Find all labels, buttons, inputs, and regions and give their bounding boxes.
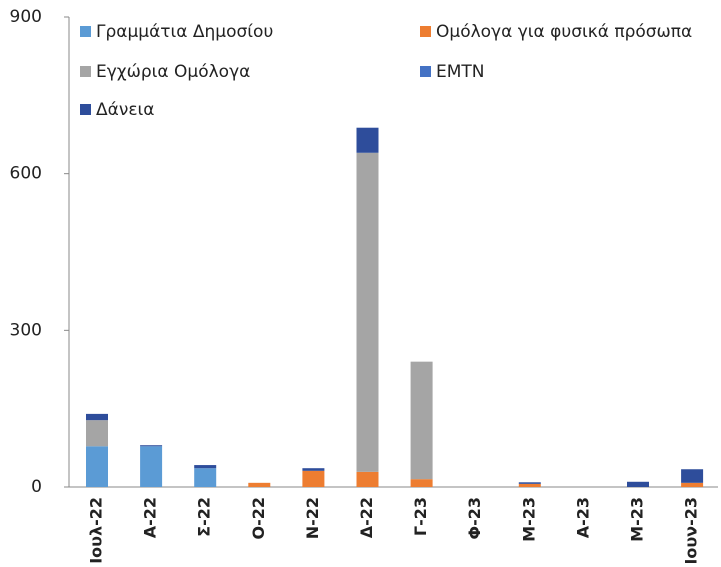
bar-segment bbox=[681, 482, 704, 487]
bar-segment bbox=[410, 361, 433, 480]
y-tick-label: 0 bbox=[31, 477, 42, 497]
bar-segment bbox=[86, 420, 108, 447]
bar-segment bbox=[86, 446, 108, 487]
bar-segment bbox=[86, 413, 108, 421]
x-tick-label: Φ-23 bbox=[465, 497, 484, 540]
bar-segment bbox=[194, 465, 217, 469]
legend-label: EMTN bbox=[436, 62, 485, 82]
legend-label: Δάνεια bbox=[96, 100, 154, 120]
x-tick-label: Σ-22 bbox=[195, 497, 214, 537]
x-tick-label: Α-23 bbox=[573, 497, 592, 538]
legend-swatch bbox=[80, 104, 91, 115]
legend-swatch bbox=[420, 66, 431, 77]
bar-segment bbox=[518, 482, 541, 484]
bar-segment bbox=[140, 445, 163, 447]
x-tick-label: Μ-23 bbox=[628, 497, 647, 542]
bar-segment bbox=[194, 468, 217, 487]
bar-segment bbox=[410, 479, 433, 487]
x-tick-label: Μ-23 bbox=[519, 497, 538, 542]
x-tick-label: Ν-22 bbox=[303, 497, 322, 539]
legend-swatch bbox=[420, 26, 431, 37]
x-tick-label: Ο-22 bbox=[249, 497, 268, 540]
bar-segment bbox=[356, 152, 379, 472]
bar-segment bbox=[356, 127, 379, 153]
y-tick-label: 600 bbox=[10, 164, 42, 184]
bar-segment bbox=[140, 446, 163, 487]
bar-segment bbox=[248, 482, 271, 487]
bar-segment bbox=[302, 470, 325, 487]
x-tick-label: Ιουλ-22 bbox=[87, 497, 106, 563]
x-tick-label: Δ-22 bbox=[357, 497, 376, 538]
legend-label: Ομόλογα για φυσικά πρόσωπα bbox=[436, 22, 692, 42]
x-tick-label: Α-22 bbox=[141, 497, 160, 538]
bar-segment bbox=[627, 481, 649, 487]
y-tick-label: 900 bbox=[10, 7, 42, 27]
bar-segment bbox=[518, 483, 541, 487]
x-tick-label: Ιουν-23 bbox=[682, 497, 701, 563]
bar-segment bbox=[356, 471, 379, 487]
legend-label: Γραμμάτια Δημοσίου bbox=[96, 22, 273, 42]
y-tick-label: 300 bbox=[10, 320, 42, 340]
legend-label: Εγχώρια Ομόλογα bbox=[96, 62, 250, 82]
legend-swatch bbox=[80, 26, 91, 37]
legend-swatch bbox=[80, 66, 91, 77]
bar-segment bbox=[302, 468, 325, 471]
x-tick-label: Γ-23 bbox=[411, 497, 430, 536]
bar-segment bbox=[681, 469, 704, 483]
